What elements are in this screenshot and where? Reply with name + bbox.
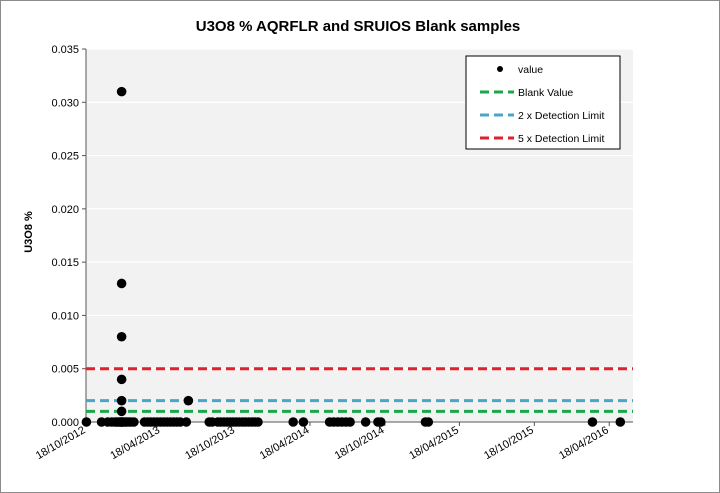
data-point xyxy=(181,417,192,427)
data-point xyxy=(615,417,626,427)
legend-label: Blank Value xyxy=(518,87,573,99)
x-tick-label: 18/10/2012 xyxy=(34,424,88,462)
x-axis-ticks: 18/10/2012 18/04/2013 18/10/2013 18/04/2014… xyxy=(34,422,611,462)
data-point xyxy=(587,417,598,427)
y-tick-label: 0.000 xyxy=(51,417,79,429)
data-point xyxy=(116,374,127,385)
y-tick-label: 0.015 xyxy=(51,257,79,269)
data-point xyxy=(116,406,127,417)
x-tick-label: 18/04/2013 xyxy=(108,424,162,462)
data-point xyxy=(116,86,127,97)
data-point xyxy=(345,417,355,427)
y-axis-ticks: 0.000 0.005 0.010 0.015 0.020 0.025 0.030 0.035 xyxy=(51,44,633,429)
y-tick-label: 0.030 xyxy=(51,97,79,109)
y-axis-label: U3O8 % xyxy=(23,211,35,253)
y-tick-label: 0.025 xyxy=(51,151,79,163)
data-point xyxy=(298,417,309,427)
data-point xyxy=(288,417,298,427)
legend-box xyxy=(465,55,621,150)
legend-marker xyxy=(497,66,503,72)
y-tick-label: 0.005 xyxy=(51,364,79,376)
legend-label: 2 x Detection Limit xyxy=(518,110,604,122)
chart-title: U3O8 % AQRFLR and SRUIOS Blank samples xyxy=(196,18,521,35)
legend-label: 5 x Detection Limit xyxy=(518,133,604,145)
x-tick-label: 18/10/2014 xyxy=(333,424,387,462)
x-tick-label: 18/10/2015 xyxy=(482,424,536,462)
y-tick-label: 0.020 xyxy=(51,204,79,216)
legend-label: value xyxy=(518,64,543,76)
data-point xyxy=(375,417,386,427)
y-tick-label: 0.035 xyxy=(51,44,79,56)
reference-lines xyxy=(86,367,633,413)
legend: value Blank Value 2 x Detection Limit 5 x D… xyxy=(465,55,621,150)
data-point xyxy=(116,395,127,406)
data-point xyxy=(129,417,139,427)
data-point xyxy=(116,278,127,289)
data-point xyxy=(183,395,194,406)
x-tick-label: 18/04/2015 xyxy=(407,424,461,462)
value-points xyxy=(81,86,626,427)
data-point xyxy=(81,417,92,427)
data-point xyxy=(360,417,371,427)
x-tick-label: 18/04/2016 xyxy=(557,424,611,462)
y-tick-label: 0.010 xyxy=(51,310,79,322)
data-point xyxy=(253,417,263,427)
data-point xyxy=(423,417,434,427)
x-tick-label: 18/04/2014 xyxy=(258,424,312,462)
data-point xyxy=(116,331,127,342)
x-tick-label: 18/10/2013 xyxy=(183,424,237,462)
